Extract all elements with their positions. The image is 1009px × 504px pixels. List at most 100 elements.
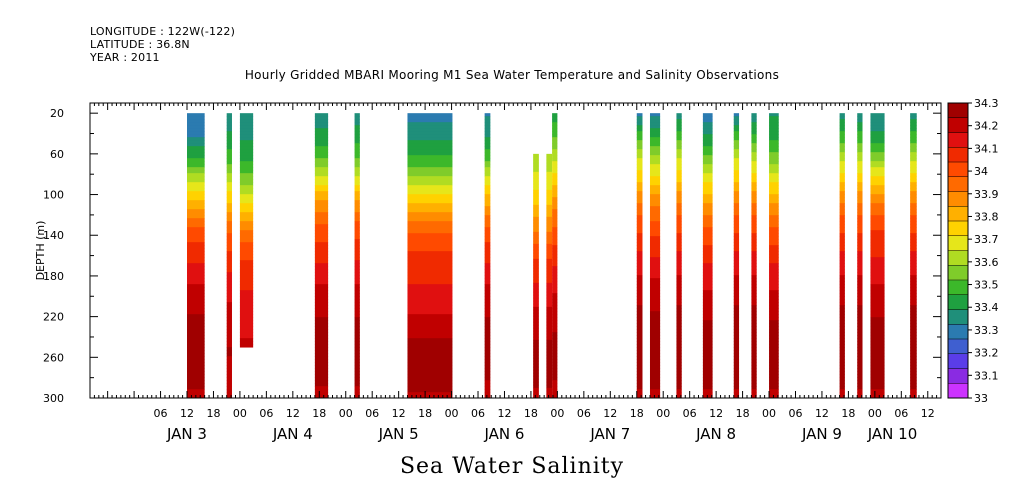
salinity-cell bbox=[751, 269, 757, 273]
salinity-cell bbox=[484, 293, 491, 297]
salinity-cell bbox=[407, 338, 453, 342]
salinity-cell bbox=[226, 236, 232, 240]
salinity-cell bbox=[187, 377, 205, 381]
salinity-cell bbox=[702, 329, 713, 333]
salinity-cell bbox=[484, 161, 491, 165]
salinity-cell bbox=[751, 233, 757, 237]
salinity-cell bbox=[226, 194, 232, 198]
salinity-cell bbox=[769, 161, 779, 165]
salinity-cell bbox=[484, 230, 491, 234]
salinity-cell bbox=[484, 314, 491, 318]
salinity-cell bbox=[870, 287, 885, 291]
salinity-cell bbox=[533, 297, 539, 302]
salinity-cell bbox=[552, 170, 558, 174]
salinity-cell bbox=[733, 200, 740, 204]
salinity-cell bbox=[702, 239, 713, 243]
salinity-cell bbox=[769, 386, 779, 390]
salinity-cell bbox=[870, 224, 885, 228]
salinity-cell bbox=[533, 342, 539, 347]
salinity-cell bbox=[676, 311, 682, 315]
salinity-cell bbox=[702, 275, 713, 279]
data-block bbox=[702, 113, 713, 399]
salinity-cell bbox=[870, 155, 885, 159]
salinity-cell bbox=[733, 176, 740, 180]
salinity-cell bbox=[484, 122, 491, 126]
salinity-cell bbox=[857, 320, 863, 324]
salinity-cell bbox=[226, 278, 232, 282]
salinity-cell bbox=[910, 233, 917, 237]
salinity-cell bbox=[649, 212, 661, 216]
salinity-cell bbox=[733, 131, 740, 135]
salinity-cell bbox=[407, 152, 453, 156]
salinity-cell bbox=[226, 275, 232, 279]
salinity-cell bbox=[636, 176, 643, 180]
salinity-cell bbox=[676, 353, 682, 357]
salinity-cell bbox=[407, 266, 453, 270]
salinity-cell bbox=[552, 209, 558, 213]
salinity-cell bbox=[733, 119, 740, 123]
salinity-cell bbox=[552, 356, 558, 360]
salinity-cell bbox=[239, 311, 254, 315]
salinity-cell bbox=[407, 185, 453, 189]
salinity-cell bbox=[226, 191, 232, 195]
salinity-cell bbox=[702, 392, 713, 396]
salinity-cell bbox=[870, 299, 885, 303]
plot-frame bbox=[89, 102, 942, 399]
salinity-cell bbox=[407, 311, 453, 315]
salinity-cell bbox=[354, 383, 360, 387]
salinity-cell bbox=[239, 200, 254, 204]
salinity-cell bbox=[226, 224, 232, 228]
salinity-cell bbox=[839, 212, 845, 216]
salinity-cell bbox=[187, 269, 205, 273]
salinity-cell bbox=[314, 113, 329, 117]
salinity-cell bbox=[552, 191, 558, 195]
salinity-cell bbox=[676, 149, 682, 153]
salinity-cell bbox=[552, 335, 558, 339]
salinity-cell bbox=[676, 371, 682, 375]
salinity-cell bbox=[407, 329, 453, 333]
salinity-cell bbox=[857, 335, 863, 339]
salinity-cell bbox=[751, 275, 757, 279]
x-tick-label: 12 bbox=[815, 407, 829, 420]
salinity-cell bbox=[239, 278, 254, 282]
salinity-cell bbox=[354, 338, 360, 342]
salinity-cell bbox=[239, 203, 254, 207]
salinity-cell bbox=[354, 206, 360, 210]
salinity-cell bbox=[407, 146, 453, 150]
salinity-cell bbox=[484, 263, 491, 267]
salinity-cell bbox=[649, 209, 661, 213]
salinity-cell bbox=[702, 224, 713, 228]
salinity-cell bbox=[484, 278, 491, 282]
salinity-cell bbox=[733, 206, 740, 210]
salinity-cell bbox=[636, 122, 643, 126]
salinity-cell bbox=[187, 200, 205, 204]
salinity-cell bbox=[354, 266, 360, 270]
salinity-cell bbox=[407, 272, 453, 276]
salinity-cell bbox=[484, 326, 491, 330]
salinity-cell bbox=[649, 293, 661, 297]
salinity-cell bbox=[484, 233, 491, 237]
salinity-cell bbox=[314, 383, 329, 387]
salinity-cell bbox=[354, 371, 360, 375]
salinity-cell bbox=[649, 173, 661, 177]
salinity-cell bbox=[354, 269, 360, 273]
salinity-cell bbox=[676, 236, 682, 240]
salinity-cell bbox=[769, 359, 779, 363]
salinity-cell bbox=[769, 215, 779, 219]
salinity-cell bbox=[910, 227, 917, 231]
salinity-cell bbox=[839, 362, 845, 366]
salinity-cell bbox=[546, 378, 553, 383]
salinity-cell bbox=[839, 185, 845, 189]
salinity-cell bbox=[546, 180, 553, 185]
salinity-cell bbox=[533, 243, 539, 248]
salinity-cell bbox=[552, 194, 558, 198]
salinity-cell bbox=[769, 353, 779, 357]
salinity-cell bbox=[484, 197, 491, 201]
salinity-cell bbox=[702, 281, 713, 285]
salinity-cell bbox=[484, 167, 491, 171]
salinity-cell bbox=[733, 155, 740, 159]
salinity-cell bbox=[314, 194, 329, 198]
salinity-cell bbox=[407, 323, 453, 327]
salinity-cell bbox=[839, 125, 845, 129]
salinity-cell bbox=[552, 236, 558, 240]
